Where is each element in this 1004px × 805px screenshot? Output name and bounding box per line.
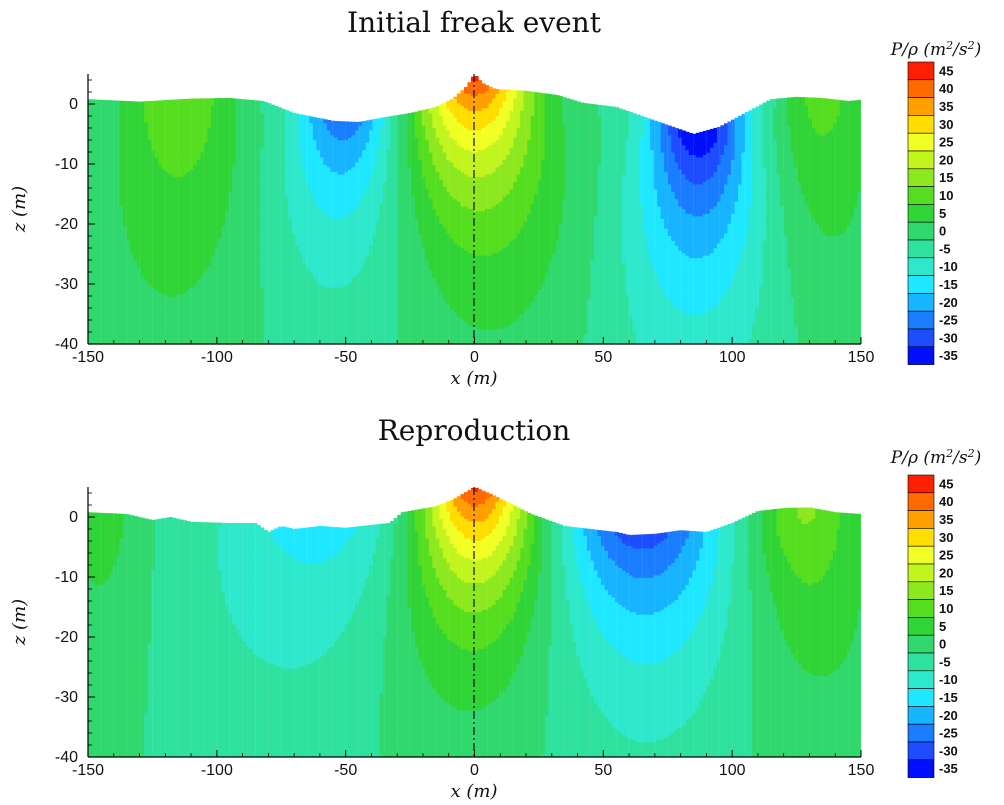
contour-field xyxy=(88,74,862,345)
panel-title: Initial freak event xyxy=(347,6,602,39)
contour-panel-initial: Initial freak event -150 -100 -50 0 50 100 150… xyxy=(9,6,874,389)
